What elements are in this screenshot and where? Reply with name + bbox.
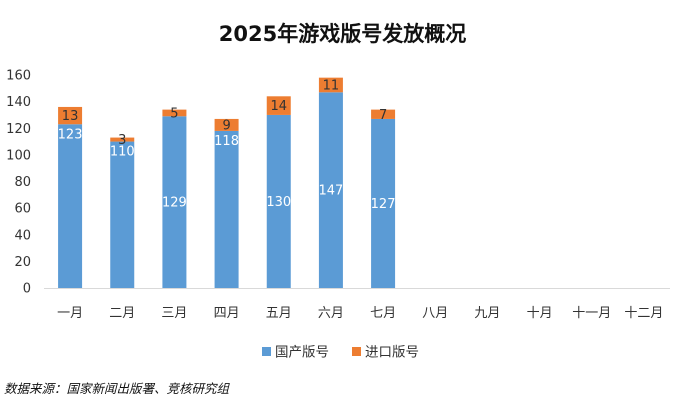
legend-swatch [352, 347, 361, 356]
bar-domestic [162, 116, 187, 288]
bar-import [58, 106, 83, 125]
legend-label: 进口版号 [365, 345, 419, 361]
x-tick-label: 四月 [214, 306, 240, 321]
bar-domestic [110, 141, 135, 288]
bar-import [110, 137, 135, 142]
y-tick-label: 0 [23, 282, 31, 297]
data-label-import: 3 [118, 133, 126, 148]
x-tick-label: 六月 [318, 306, 344, 321]
source-note: 数据来源：国家新闻出版署、竞核研究组 [4, 381, 230, 396]
legend-label: 国产版号 [275, 345, 329, 361]
x-tick-label: 一月 [57, 306, 83, 321]
x-tick-label: 五月 [266, 306, 292, 321]
legend-swatch [262, 347, 271, 356]
bar-domestic [371, 118, 396, 289]
data-label-domestic: 147 [319, 184, 344, 199]
y-tick-label: 20 [14, 255, 31, 270]
x-tick-label: 三月 [161, 306, 187, 321]
x-tick-label: 二月 [109, 306, 135, 321]
bar-import [162, 109, 187, 117]
data-label-domestic: 129 [162, 196, 187, 211]
x-tick-label: 十二月 [624, 306, 663, 321]
bar-import [266, 96, 291, 115]
data-label-domestic: 110 [110, 145, 135, 160]
x-tick-label: 九月 [474, 306, 500, 321]
x-tick-label: 十月 [527, 306, 553, 321]
chart-title: 2025年游戏版号发放概况 [218, 22, 467, 46]
y-tick-label: 120 [6, 122, 31, 137]
data-label-domestic: 123 [58, 127, 83, 142]
data-label-domestic: 130 [266, 195, 291, 210]
data-label-import: 5 [170, 106, 178, 121]
bar-import [318, 77, 343, 93]
y-tick-label: 160 [6, 69, 31, 84]
y-tick-label: 60 [14, 202, 31, 217]
x-tick-label: 八月 [422, 306, 448, 321]
data-label-domestic: 127 [371, 197, 396, 212]
legend: 国产版号 进口版号 [262, 345, 419, 361]
x-axis: 一月 二月 三月 四月 五月 六月 七月 八月 九月 十月 十一月 十二月 [44, 288, 670, 321]
bar-domestic [214, 130, 239, 288]
y-axis: 0 20 40 60 80 100 120 140 160 [6, 69, 31, 297]
data-label-import: 9 [222, 118, 230, 133]
bar-domestic [58, 124, 83, 288]
data-label-domestic: 118 [214, 134, 239, 149]
bar-import [371, 109, 396, 119]
data-label-import: 13 [62, 109, 79, 124]
bar-import [214, 118, 239, 131]
bar-domestic [318, 92, 343, 289]
legend-item-import: 进口版号 [352, 345, 419, 361]
y-tick-label: 40 [14, 228, 31, 243]
legend-item-domestic: 国产版号 [262, 345, 329, 361]
data-label-import: 11 [323, 78, 340, 93]
x-tick-label: 七月 [370, 306, 396, 321]
data-label-import: 14 [270, 99, 287, 114]
x-tick-label: 十一月 [572, 306, 611, 321]
y-tick-label: 100 [6, 148, 31, 163]
bar-domestic [266, 114, 291, 288]
data-label-import: 7 [379, 108, 387, 123]
y-tick-label: 140 [6, 95, 31, 110]
y-tick-label: 80 [14, 175, 31, 190]
